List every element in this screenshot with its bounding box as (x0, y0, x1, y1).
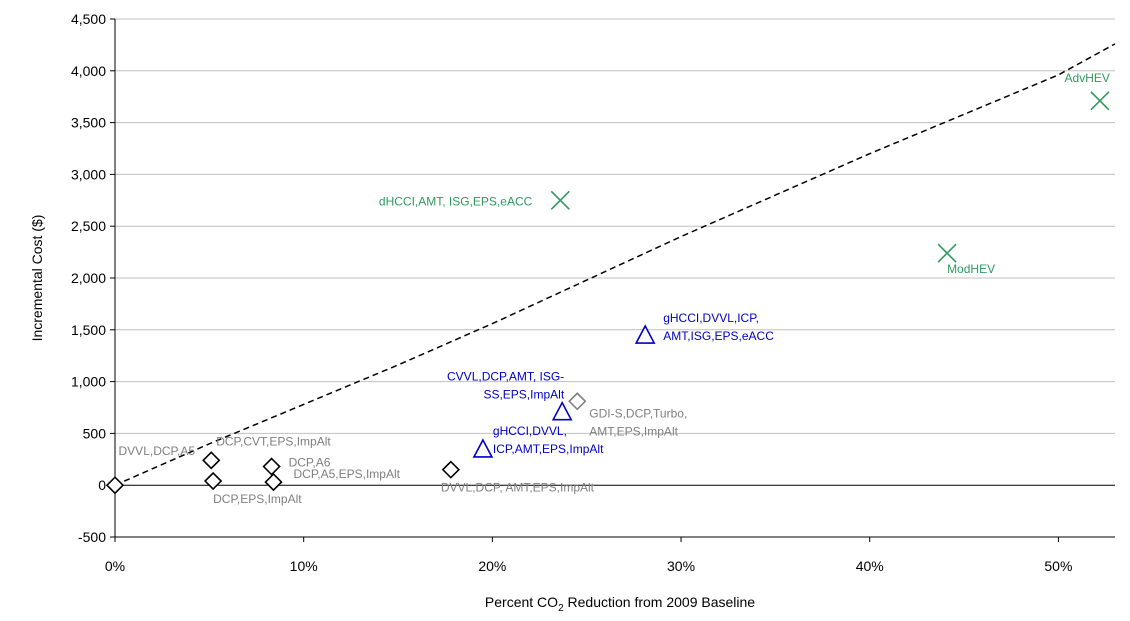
diamond-marker (441, 460, 460, 479)
x-tick-label: 0% (105, 558, 125, 574)
y-tick-label: 0 (98, 477, 106, 493)
triangle-marker (472, 438, 494, 458)
diamond-marker (203, 471, 223, 491)
y-tick-label: 1,500 (71, 322, 106, 338)
y-tick-label: -500 (78, 529, 106, 545)
diamond-marker (568, 392, 587, 411)
diamond-marker (262, 457, 281, 476)
x-marker (1090, 91, 1110, 111)
data-points (105, 91, 1110, 495)
x-tick-label: 20% (478, 558, 506, 574)
y-tick-label: 2,000 (71, 270, 106, 286)
diamond-marker (264, 472, 283, 492)
point-label: DVVL,DCP,A5 (119, 444, 196, 458)
point-label: DCP,EPS,ImpAlt (213, 492, 302, 506)
point-label: AdvHEV (1065, 71, 1110, 85)
frontier-line (114, 43, 1116, 486)
y-tick-label: 500 (83, 425, 107, 441)
triangle-marker (634, 324, 656, 344)
point-label: DCP,CVT,EPS,ImpAlt (216, 434, 331, 448)
frontier-curve (114, 43, 1116, 486)
x-tick-label: 50% (1044, 558, 1072, 574)
axes: -500 0 500 1,000 1,500 2,000 2,500 3,000 3,500 4,… (71, 11, 1115, 574)
x-axis-title: Percent CO2 Reduction from 2009 Baseline (485, 594, 755, 614)
y-tick-label: 1,000 (71, 374, 106, 390)
x-tick-label: 40% (856, 558, 884, 574)
x-marker (937, 243, 957, 263)
y-tick-label: 3,500 (71, 115, 106, 131)
point-label: GDI-S,DCP,Turbo, AMT,EPS,ImpAlt (589, 406, 687, 438)
y-tick-label: 4,000 (71, 63, 106, 79)
y-axis-title: Incremental Cost ($) (29, 215, 45, 342)
point-label: gHCCI,DVVL,ICP, AMT,ISG,EPS,eACC (663, 311, 774, 343)
point-labels: DVVL,DCP,A5 DCP,CVT,EPS,ImpAlt DCP,EPS,Imp… (119, 71, 1110, 506)
point-label: ModHEV (947, 262, 995, 276)
triangle-marker (551, 400, 573, 421)
point-label: dHCCI,AMT, ISG,EPS,eACC (379, 194, 533, 208)
x-marker (550, 190, 570, 210)
point-label: DVVL,DCP, AMT,EPS,ImpAlt (441, 481, 595, 495)
diamond-marker (105, 476, 125, 495)
diamond-marker (202, 451, 221, 470)
point-label: CVVL,DCP,AMT, ISG-SS,EPS,ImpAlt (447, 370, 565, 402)
x-tick-label: 10% (290, 558, 318, 574)
point-label: DCP,A5,EPS,ImpAlt (293, 467, 400, 481)
y-tick-label: 4,500 (71, 11, 106, 27)
point-label: gHCCI,DVVL, ICP,AMT,EPS,ImpAlt (493, 424, 604, 456)
point-label: DCP,A6 (289, 456, 331, 470)
x-tick-label: 30% (667, 558, 695, 574)
y-tick-label: 3,000 (71, 166, 106, 182)
y-tick-label: 2,500 (71, 218, 106, 234)
gridlines (115, 18, 1115, 538)
